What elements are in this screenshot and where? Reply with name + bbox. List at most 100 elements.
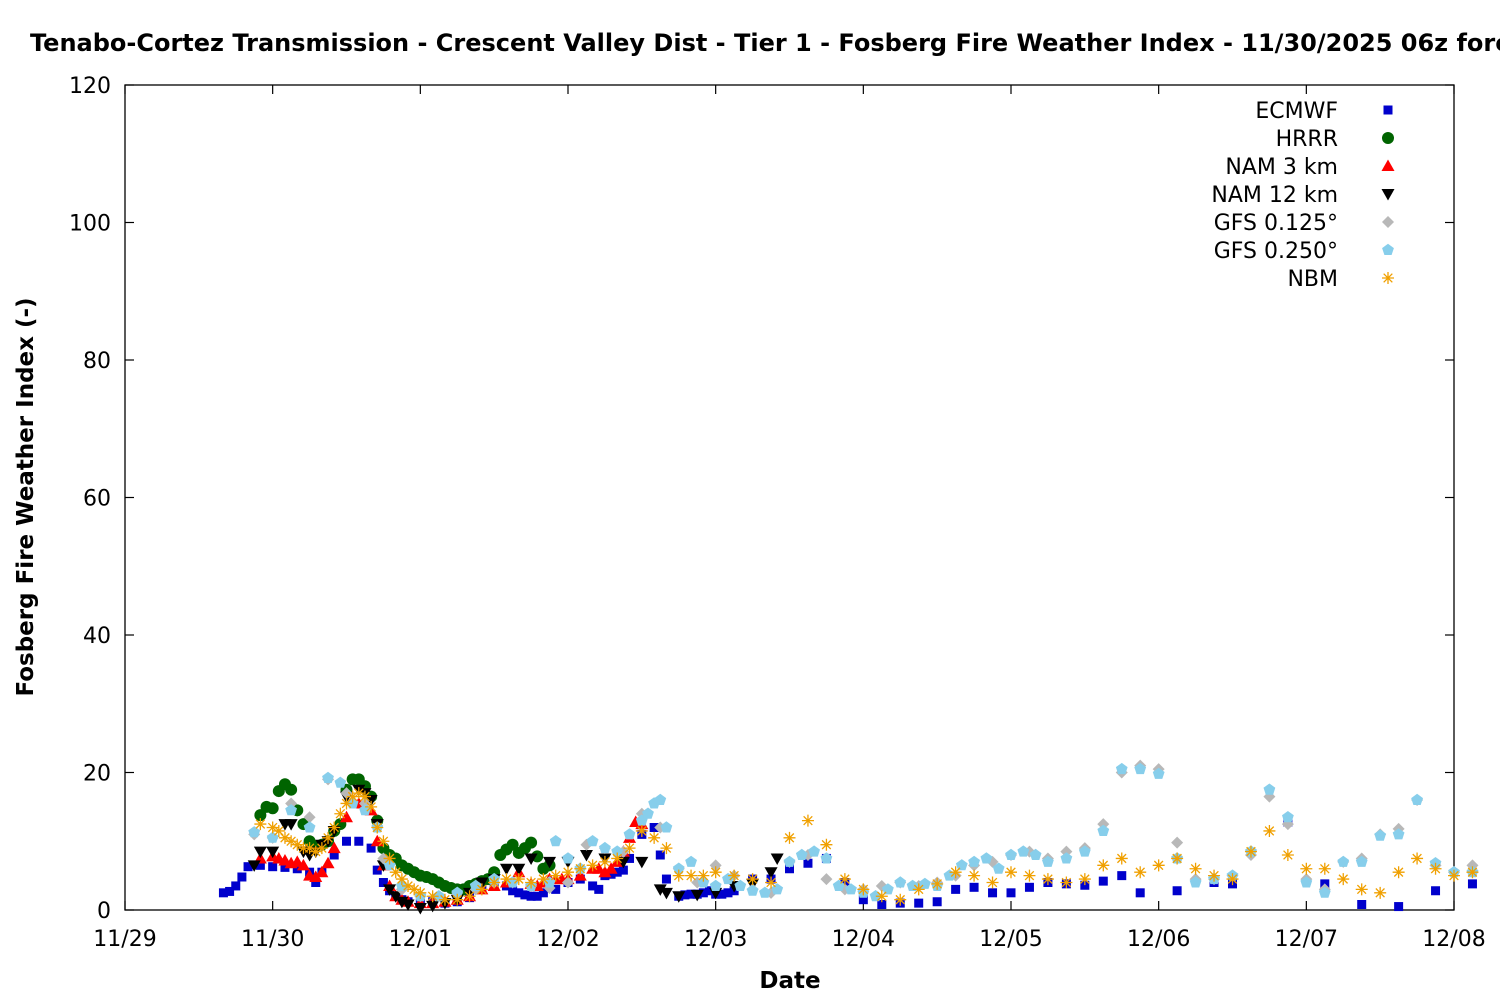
data-point — [389, 866, 402, 879]
data-point — [579, 850, 593, 862]
data-point — [1429, 862, 1442, 875]
data-point — [616, 856, 630, 869]
data-point — [284, 819, 298, 831]
legend-marker-gfs-0-125 — [1382, 216, 1394, 228]
data-point — [303, 842, 316, 855]
data-point — [1467, 879, 1477, 889]
data-point — [285, 804, 297, 816]
data-point — [1005, 866, 1017, 879]
y-tick-label: 100 — [69, 212, 111, 237]
data-point — [297, 842, 310, 855]
data-point — [820, 873, 833, 886]
data-point — [968, 855, 980, 867]
data-point — [1097, 824, 1110, 836]
y-tick-label: 20 — [83, 762, 111, 787]
data-point — [838, 873, 851, 886]
data-point — [709, 866, 722, 879]
data-point — [401, 899, 415, 911]
data-point — [266, 821, 279, 834]
data-point — [512, 863, 526, 876]
data-point — [709, 879, 722, 891]
data-point — [734, 879, 747, 891]
data-point — [254, 818, 267, 831]
data-point — [225, 886, 235, 896]
data-point — [764, 867, 778, 879]
data-point — [1300, 862, 1313, 875]
data-point — [857, 883, 870, 896]
data-point — [525, 836, 538, 849]
data-point — [1097, 859, 1110, 872]
data-point — [543, 856, 557, 869]
data-point — [255, 860, 265, 870]
data-point — [598, 865, 612, 878]
data-point — [365, 800, 378, 813]
data-point — [611, 852, 624, 865]
x-tick-label: 12/08 — [1422, 927, 1485, 952]
data-point — [475, 883, 488, 896]
data-point — [334, 776, 347, 788]
data-point — [765, 876, 778, 889]
data-point — [1024, 882, 1034, 892]
data-point — [931, 877, 944, 890]
data-point — [531, 850, 544, 863]
data-point — [611, 845, 624, 857]
legend-label-hrrr: HRRR — [1276, 127, 1338, 152]
data-point — [858, 895, 868, 905]
data-point — [342, 836, 351, 846]
data-point — [654, 793, 667, 805]
data-point — [1263, 783, 1276, 795]
data-point — [770, 853, 784, 865]
data-point — [660, 821, 673, 833]
legend-marker-nam-12-km — [1381, 189, 1395, 201]
data-point — [795, 848, 808, 860]
data-point — [315, 865, 329, 878]
data-point — [1080, 880, 1090, 890]
legend-label-gfs-0-250: GFS 0.250° — [1214, 239, 1338, 264]
data-point — [322, 831, 335, 844]
data-point — [1337, 855, 1350, 867]
data-point — [685, 855, 697, 867]
data-point — [655, 850, 665, 860]
data-point — [413, 902, 427, 915]
legend: ECMWF HRRR NAM 3 km NAM 12 km GFS 0.125° GFS … — [1211, 99, 1395, 292]
data-point — [340, 810, 353, 823]
data-point — [1117, 871, 1127, 881]
data-point — [508, 886, 518, 896]
data-point — [526, 891, 536, 901]
data-point — [358, 790, 371, 803]
data-point — [408, 883, 421, 896]
data-point — [660, 842, 673, 855]
data-point — [1017, 845, 1030, 857]
data-point — [1448, 869, 1460, 882]
data-point — [1466, 866, 1479, 879]
data-point — [291, 838, 304, 851]
data-point — [266, 846, 280, 859]
data-point — [801, 814, 814, 827]
data-point — [746, 884, 759, 896]
data-points — [218, 759, 1479, 915]
data-point — [969, 882, 979, 892]
data-point — [525, 876, 538, 889]
data-point — [309, 845, 322, 858]
data-point — [1355, 883, 1368, 896]
legend-label-gfs-0-125: GFS 0.125° — [1214, 211, 1338, 236]
data-point — [562, 866, 574, 879]
data-point — [986, 876, 999, 889]
data-point — [463, 890, 476, 903]
data-point — [803, 858, 813, 868]
data-point — [321, 856, 335, 869]
data-point — [395, 873, 408, 886]
data-point — [1300, 876, 1313, 888]
data-point — [588, 881, 598, 891]
y-axis-label: Fosberg Fire Weather Index (-) — [13, 297, 39, 696]
data-point — [1041, 873, 1054, 886]
x-tick-label: 11/29 — [93, 927, 156, 952]
data-point — [1337, 873, 1350, 886]
data-point — [254, 809, 267, 822]
data-point — [1226, 873, 1239, 886]
data-point — [951, 884, 961, 894]
data-point — [625, 853, 635, 863]
data-point — [723, 888, 733, 898]
data-point — [469, 879, 482, 891]
data-point — [378, 878, 388, 887]
